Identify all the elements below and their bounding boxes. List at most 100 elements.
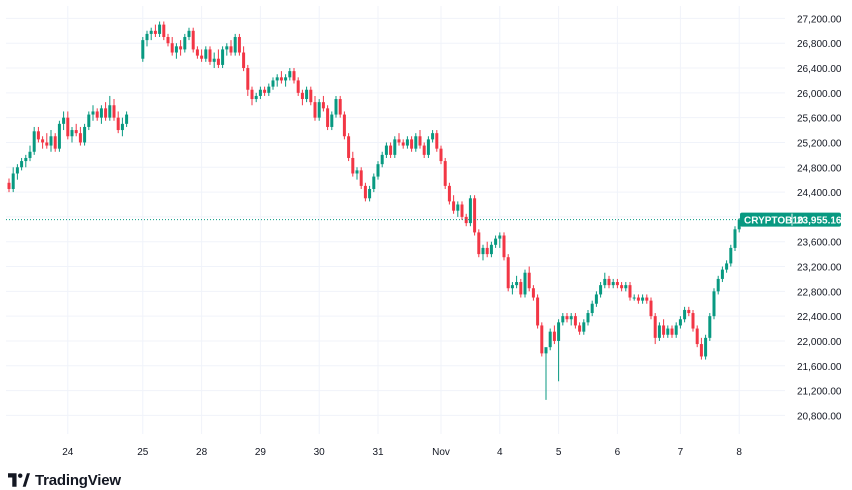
x-tick-label: 5 <box>556 447 562 458</box>
y-tick-label: 24,800.00 <box>797 163 842 174</box>
candle-body <box>91 111 95 115</box>
tradingview-logo[interactable]: TradingView <box>8 470 121 490</box>
candle-body <box>464 216 468 224</box>
candle-body <box>594 294 598 304</box>
candle <box>166 33 170 47</box>
candle-body <box>536 297 540 326</box>
candle-body <box>426 139 430 155</box>
candle <box>389 142 393 158</box>
candle <box>229 40 233 56</box>
candle-body <box>183 37 187 50</box>
candle <box>414 133 418 152</box>
x-tick-label: 24 <box>62 447 74 458</box>
candle <box>611 278 615 289</box>
y-tick-label: 26,400.00 <box>797 64 842 75</box>
candle-body <box>7 182 11 189</box>
candle-body <box>158 24 162 34</box>
candle <box>737 218 741 233</box>
y-tick-label: 24,400.00 <box>797 188 842 199</box>
candle-body <box>250 89 254 100</box>
candle <box>237 33 241 56</box>
candle <box>41 136 45 149</box>
candle <box>607 275 611 289</box>
candle <box>49 130 53 152</box>
candle <box>338 95 342 118</box>
y-axis[interactable]: 20,800.00 21,200.00 21,600.00 22,000.00 22,4… <box>797 14 842 422</box>
candle <box>376 161 380 180</box>
candle-body <box>636 297 640 301</box>
candle-body <box>725 263 729 270</box>
candle <box>28 145 32 162</box>
candle <box>296 77 300 96</box>
candle <box>473 195 477 236</box>
candle <box>313 95 317 121</box>
candle <box>447 182 451 205</box>
candle <box>733 226 737 252</box>
candle-body <box>313 102 317 118</box>
candle-body <box>477 232 481 255</box>
candle <box>120 117 124 137</box>
candle <box>452 195 456 214</box>
candle-body <box>225 46 229 50</box>
candle-body <box>729 247 733 264</box>
candle <box>36 126 40 143</box>
candle-body <box>384 145 388 155</box>
last-price-label: 23,955.16 <box>797 216 842 227</box>
candle-body <box>662 325 666 335</box>
candle <box>11 167 15 193</box>
candle <box>246 64 250 96</box>
y-tick-label: 20,800.00 <box>797 411 842 422</box>
candle <box>632 294 636 301</box>
candle-body <box>317 102 321 118</box>
candle-body <box>678 319 682 326</box>
candle <box>149 27 153 41</box>
candle <box>342 111 346 140</box>
candle-body <box>271 80 275 87</box>
candle-body <box>149 30 153 34</box>
candle-body <box>489 244 493 255</box>
candle-body <box>334 99 338 115</box>
candle <box>20 157 24 171</box>
candle <box>368 185 372 202</box>
candle <box>540 322 544 357</box>
candle-body <box>11 173 15 189</box>
candle-body <box>573 316 577 326</box>
candle-body <box>737 219 741 230</box>
candle <box>653 313 657 345</box>
x-axis[interactable]: 24 25 28 29 30 31 Nov 4 5 6 7 8 <box>62 447 742 458</box>
candle <box>66 111 70 140</box>
x-tick-label: 7 <box>678 447 684 458</box>
candle-body <box>548 331 552 348</box>
candle <box>519 278 523 298</box>
candle <box>70 126 74 143</box>
candle <box>204 46 208 62</box>
candle-body <box>666 328 670 335</box>
candle <box>636 294 640 304</box>
candle-body <box>20 161 24 168</box>
candle-body <box>712 291 716 317</box>
candle-body <box>200 55 204 59</box>
candle <box>725 260 729 273</box>
candle-body <box>104 108 108 118</box>
candle-body <box>368 188 372 199</box>
candle <box>309 86 313 106</box>
candle <box>683 306 687 323</box>
candle <box>116 111 120 134</box>
candle <box>510 282 514 295</box>
candle-body <box>57 123 61 149</box>
candle <box>481 244 485 261</box>
candle <box>502 232 506 261</box>
candle-body <box>258 89 262 96</box>
y-tick-label: 23,600.00 <box>797 238 842 249</box>
candle-body <box>70 130 74 137</box>
candle <box>720 266 724 283</box>
grid <box>6 6 785 434</box>
candle <box>422 142 426 158</box>
candle-body <box>683 309 687 320</box>
candle <box>32 126 36 155</box>
candle <box>250 86 254 106</box>
candle <box>649 297 653 320</box>
candle <box>603 272 607 289</box>
candle <box>108 95 112 121</box>
